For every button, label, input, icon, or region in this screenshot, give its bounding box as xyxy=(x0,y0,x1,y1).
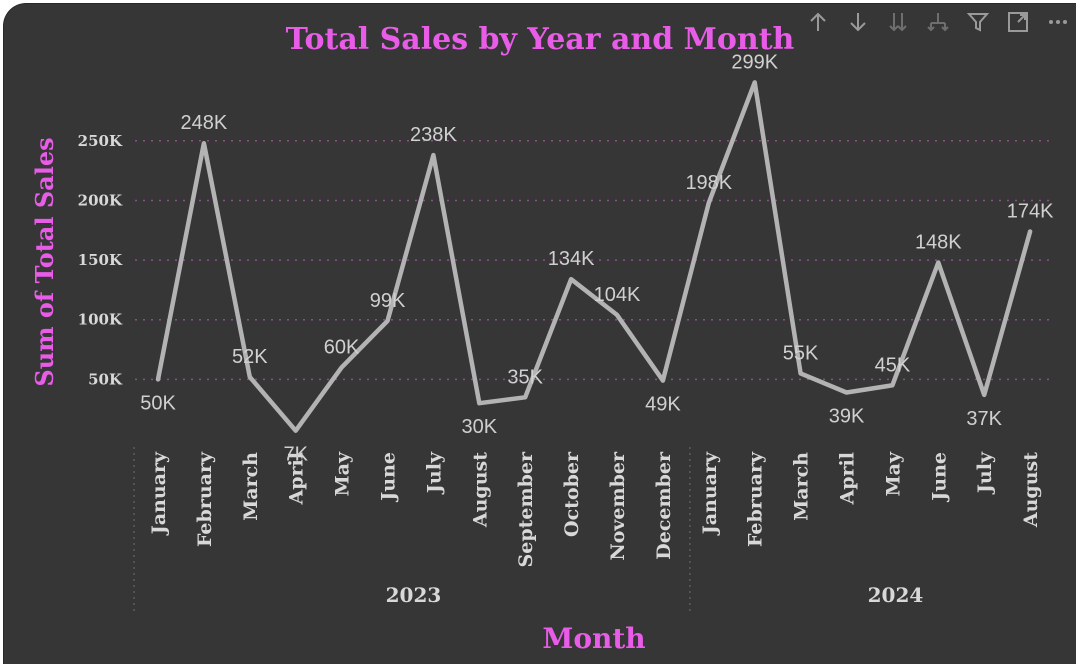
data-label: 39K xyxy=(829,405,865,427)
data-label: 248K xyxy=(181,112,228,134)
data-label: 37K xyxy=(966,408,1002,430)
data-label: 104K xyxy=(594,284,641,306)
x-tick-label: February xyxy=(745,451,767,547)
visual-header-toolbar xyxy=(798,8,1076,36)
x-tick-label: August xyxy=(1020,452,1042,528)
arrow-up-icon[interactable] xyxy=(798,8,838,36)
x-tick-label: July xyxy=(423,451,445,495)
data-label: 7K xyxy=(283,444,308,466)
x-tick-label: April xyxy=(837,452,859,505)
x-tick-label: November xyxy=(607,451,629,561)
year-label: 2023 xyxy=(386,583,442,607)
data-label: 52K xyxy=(232,346,268,368)
y-tick-label: 200K xyxy=(78,191,123,209)
data-label: 198K xyxy=(685,172,732,194)
chart-title: Total Sales by Year and Month xyxy=(286,22,795,57)
chart-visual-container xyxy=(4,4,1076,664)
y-tick-label: 150K xyxy=(78,251,123,269)
y-tick-label: 100K xyxy=(78,311,123,329)
x-tick-label: March xyxy=(791,452,813,521)
data-label: 134K xyxy=(548,248,595,270)
double-arrow-down-icon[interactable] xyxy=(878,8,918,36)
data-label: 30K xyxy=(462,416,498,438)
data-label: 299K xyxy=(731,51,778,73)
arrow-down-icon[interactable] xyxy=(838,8,878,36)
filter-icon[interactable] xyxy=(958,8,998,36)
x-tick-label: June xyxy=(928,452,950,503)
x-tick-label: August xyxy=(469,452,491,528)
x-tick-label: September xyxy=(515,451,537,567)
y-axis-label: Sum of Total Sales xyxy=(30,137,59,386)
x-tick-label: December xyxy=(653,451,675,560)
y-tick-label: 50K xyxy=(88,370,123,388)
more-options-icon[interactable] xyxy=(1038,8,1076,36)
x-tick-label: October xyxy=(561,451,583,537)
x-tick-label: February xyxy=(194,451,216,547)
data-label: 35K xyxy=(507,366,543,388)
x-axis-label: Month xyxy=(542,622,645,655)
x-tick-label: March xyxy=(240,452,262,521)
data-label: 50K xyxy=(140,392,176,414)
x-tick-label: June xyxy=(378,452,400,503)
x-tick-label: May xyxy=(332,451,354,496)
data-label: 45K xyxy=(875,354,911,376)
x-tick-label: May xyxy=(882,451,904,496)
x-tick-label: April xyxy=(286,452,308,505)
data-label: 60K xyxy=(324,336,360,358)
data-label: 238K xyxy=(410,124,457,146)
x-tick-label: January xyxy=(148,451,170,536)
data-label: 174K xyxy=(1007,200,1054,222)
data-label: 148K xyxy=(915,231,962,253)
y-tick-label: 250K xyxy=(78,132,123,150)
year-label: 2024 xyxy=(868,583,924,607)
x-tick-label: January xyxy=(699,451,721,536)
sales-line xyxy=(155,80,1033,433)
expand-hierarchy-icon[interactable] xyxy=(918,8,958,36)
data-label: 49K xyxy=(645,394,681,416)
data-label: 99K xyxy=(370,290,406,312)
data-label: 55K xyxy=(783,342,819,364)
focus-mode-icon[interactable] xyxy=(998,8,1038,36)
x-tick-label: July xyxy=(974,451,996,495)
